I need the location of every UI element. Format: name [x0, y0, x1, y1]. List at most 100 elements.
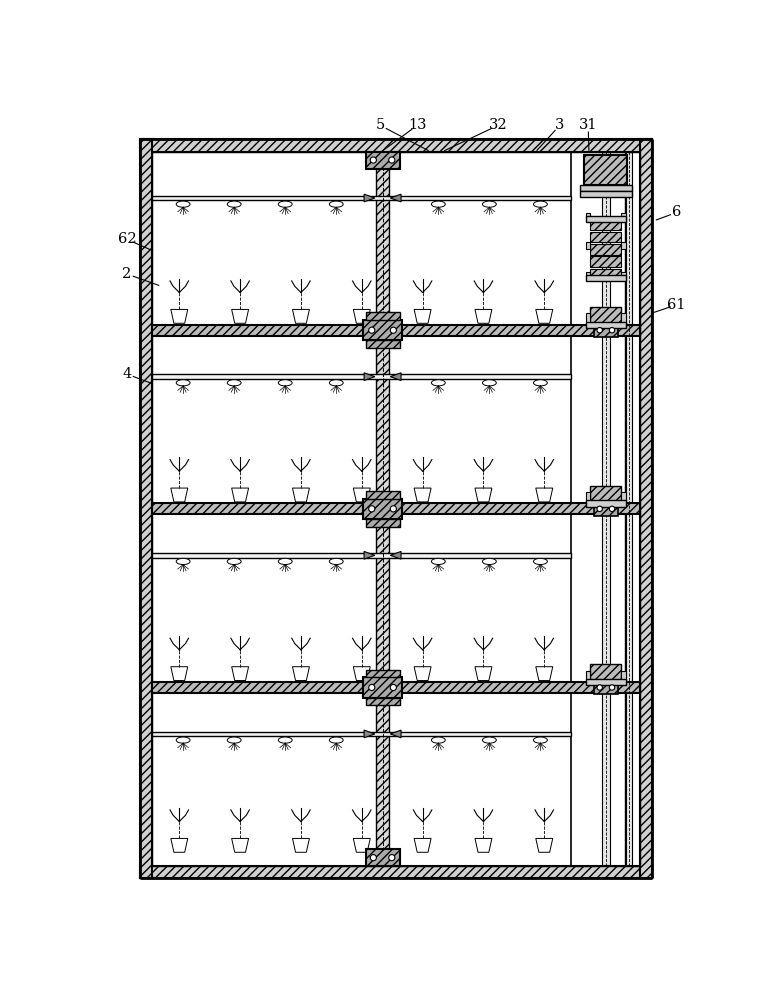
Polygon shape — [414, 309, 431, 323]
Polygon shape — [535, 667, 553, 681]
Bar — [365, 698, 400, 705]
Polygon shape — [475, 838, 492, 852]
Polygon shape — [364, 194, 375, 202]
Ellipse shape — [483, 558, 496, 565]
Ellipse shape — [329, 558, 343, 565]
Polygon shape — [231, 667, 249, 681]
Bar — [586, 313, 591, 324]
Ellipse shape — [228, 737, 241, 743]
Circle shape — [597, 506, 602, 512]
Bar — [621, 213, 626, 219]
Circle shape — [390, 327, 397, 333]
Polygon shape — [364, 730, 375, 738]
Ellipse shape — [431, 380, 445, 386]
Bar — [365, 670, 400, 677]
Circle shape — [609, 328, 615, 333]
Bar — [591, 307, 621, 326]
Circle shape — [388, 855, 395, 861]
Polygon shape — [171, 667, 188, 681]
Text: 61: 61 — [667, 298, 686, 312]
Bar — [621, 671, 626, 681]
Bar — [140, 139, 652, 152]
Polygon shape — [353, 838, 370, 852]
Polygon shape — [390, 194, 401, 202]
Polygon shape — [171, 838, 188, 852]
Ellipse shape — [483, 737, 496, 743]
Polygon shape — [390, 551, 401, 559]
Bar — [152, 325, 640, 336]
Polygon shape — [390, 730, 401, 738]
Ellipse shape — [329, 737, 343, 743]
Bar — [586, 322, 626, 328]
Bar — [376, 152, 388, 866]
Polygon shape — [293, 838, 309, 852]
Polygon shape — [171, 309, 188, 323]
Text: 6: 6 — [672, 205, 682, 219]
Circle shape — [388, 157, 395, 163]
Polygon shape — [293, 667, 309, 681]
Bar — [586, 679, 626, 685]
Bar — [140, 139, 652, 878]
Bar — [586, 213, 591, 219]
Bar — [591, 232, 621, 242]
Circle shape — [609, 685, 615, 690]
Bar — [586, 275, 626, 281]
Ellipse shape — [533, 737, 548, 743]
Bar — [586, 671, 591, 681]
Text: 62: 62 — [118, 232, 136, 246]
Ellipse shape — [329, 380, 343, 386]
Bar — [152, 503, 640, 514]
Ellipse shape — [228, 201, 241, 207]
Bar — [594, 502, 618, 516]
Ellipse shape — [431, 558, 445, 565]
Ellipse shape — [278, 737, 292, 743]
Polygon shape — [171, 488, 188, 502]
Bar — [621, 492, 626, 503]
Bar — [586, 216, 626, 222]
Bar — [586, 242, 591, 249]
Ellipse shape — [431, 201, 445, 207]
Ellipse shape — [483, 380, 496, 386]
Polygon shape — [353, 309, 370, 323]
Ellipse shape — [176, 201, 190, 207]
Ellipse shape — [176, 737, 190, 743]
Polygon shape — [475, 667, 492, 681]
Circle shape — [370, 157, 376, 163]
Bar — [365, 340, 400, 348]
Bar — [152, 553, 571, 558]
Text: 2: 2 — [123, 267, 132, 281]
Bar — [621, 313, 626, 324]
Bar — [591, 664, 621, 684]
Polygon shape — [414, 488, 431, 502]
Circle shape — [370, 855, 376, 861]
Circle shape — [390, 506, 397, 512]
Polygon shape — [231, 309, 249, 323]
Bar — [365, 849, 400, 866]
Bar — [594, 681, 618, 694]
Polygon shape — [535, 838, 553, 852]
Polygon shape — [414, 838, 431, 852]
Bar — [586, 492, 591, 503]
Bar — [580, 191, 632, 197]
Polygon shape — [231, 838, 249, 852]
Bar — [591, 244, 621, 255]
Bar — [640, 139, 652, 878]
Bar — [586, 500, 626, 507]
Polygon shape — [231, 488, 249, 502]
Ellipse shape — [176, 558, 190, 565]
Ellipse shape — [533, 558, 548, 565]
Text: 13: 13 — [408, 118, 427, 132]
Polygon shape — [364, 551, 375, 559]
Ellipse shape — [228, 558, 241, 565]
Bar — [621, 242, 626, 249]
Polygon shape — [364, 373, 375, 381]
Ellipse shape — [176, 380, 190, 386]
Polygon shape — [293, 309, 309, 323]
Bar — [365, 312, 400, 320]
Bar — [591, 219, 621, 230]
Bar — [363, 320, 402, 340]
Ellipse shape — [329, 201, 343, 207]
Bar — [152, 682, 640, 693]
Polygon shape — [414, 667, 431, 681]
Bar — [594, 323, 618, 337]
